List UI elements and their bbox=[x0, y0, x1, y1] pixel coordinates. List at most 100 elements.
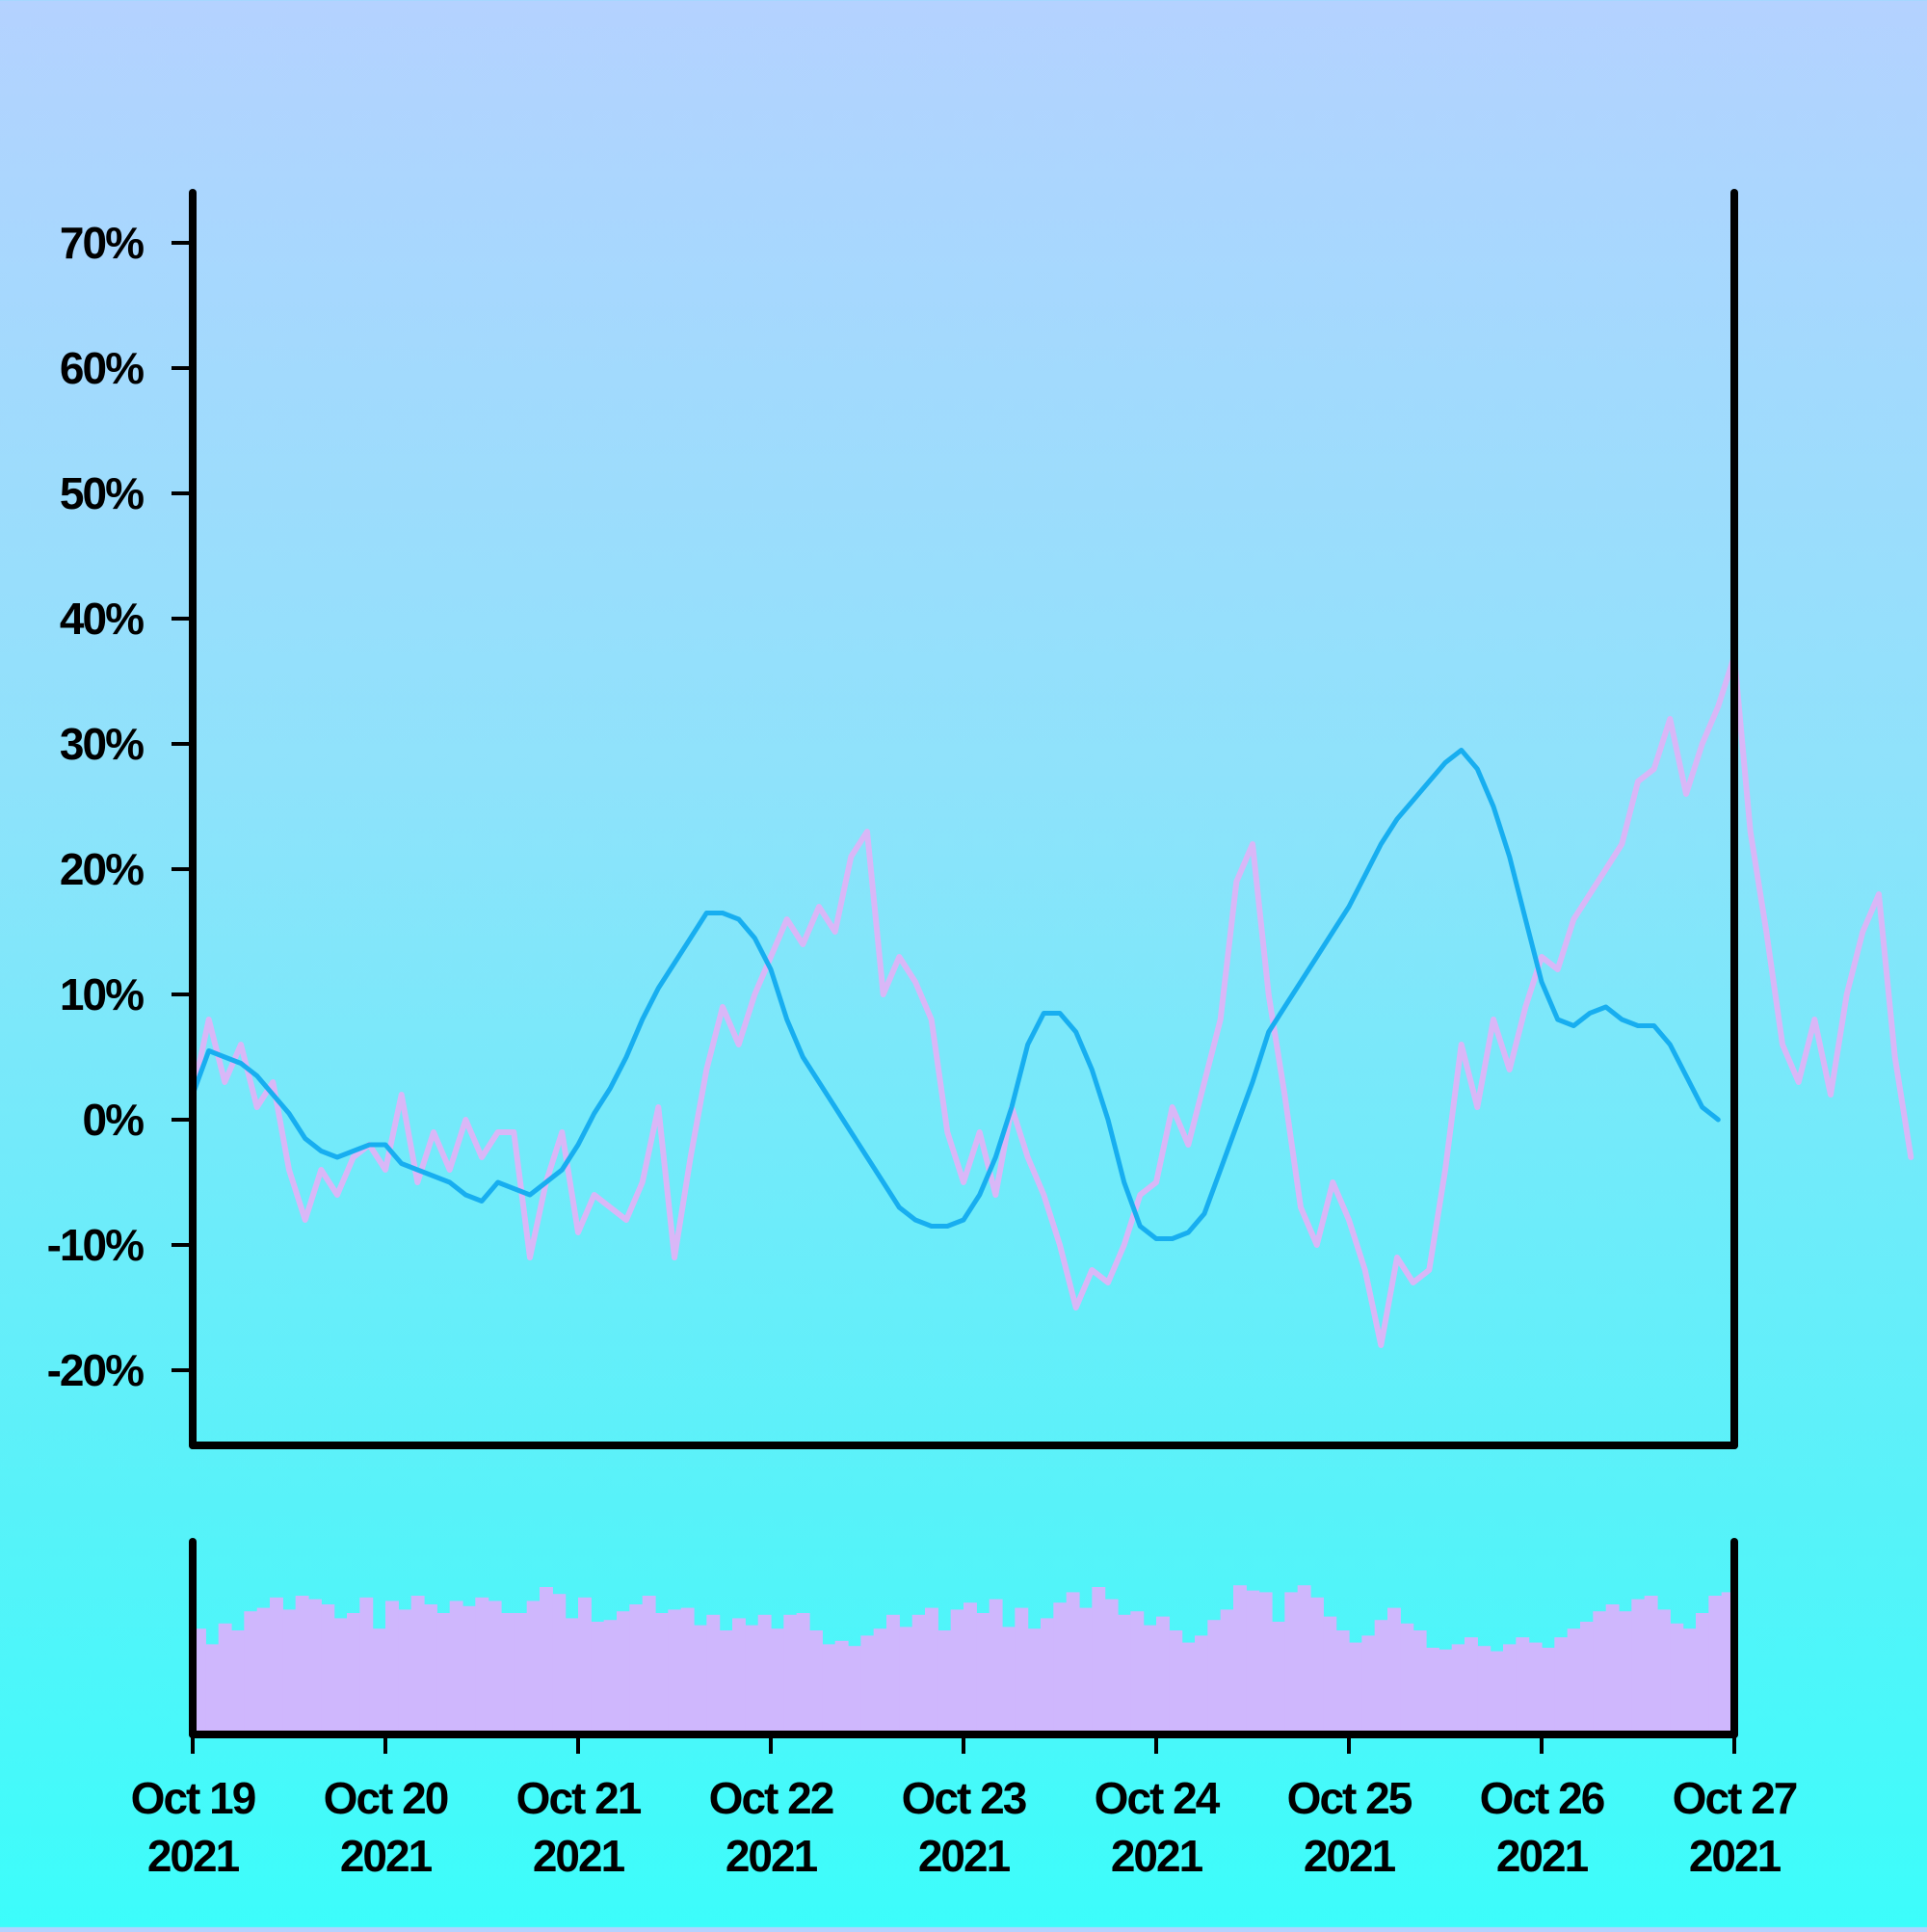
volume-bar bbox=[822, 1644, 836, 1734]
x-tick-label-year: 2021 bbox=[1111, 1831, 1203, 1881]
volume-bar bbox=[244, 1611, 258, 1734]
volume-bar bbox=[526, 1601, 541, 1734]
volume-bar bbox=[359, 1597, 374, 1734]
volume-bar bbox=[757, 1614, 772, 1734]
volume-bar bbox=[1181, 1642, 1196, 1734]
y-tick-label: 60% bbox=[60, 343, 144, 393]
x-tick-label-date: Oct 21 bbox=[516, 1773, 642, 1823]
volume-bar bbox=[218, 1623, 232, 1734]
x-tick-label-year: 2021 bbox=[918, 1831, 1011, 1881]
volume-bar bbox=[1207, 1620, 1222, 1734]
raw-series-line bbox=[190, 653, 1914, 1348]
volume-bar bbox=[385, 1601, 399, 1734]
volume-bar bbox=[964, 1602, 977, 1734]
volume-bar bbox=[706, 1614, 721, 1734]
volume-bar bbox=[282, 1609, 297, 1734]
y-tick-label: 10% bbox=[60, 969, 144, 1019]
x-tick-label-date: Oct 23 bbox=[902, 1773, 1026, 1823]
volume-bar bbox=[1631, 1599, 1646, 1734]
volume-bar bbox=[1195, 1635, 1208, 1734]
volume-bar bbox=[1104, 1599, 1119, 1734]
volume-bar bbox=[1374, 1620, 1388, 1734]
volume-bar bbox=[950, 1609, 964, 1734]
volume-bar bbox=[1542, 1648, 1555, 1734]
volume-bar bbox=[1593, 1611, 1607, 1734]
y-tick-label: 0% bbox=[83, 1095, 145, 1145]
volume-bar bbox=[540, 1587, 553, 1734]
x-tick-label-date: Oct 25 bbox=[1287, 1773, 1412, 1823]
volume-bar bbox=[1297, 1585, 1311, 1734]
y-tick-label: 70% bbox=[60, 218, 144, 268]
volume-bar bbox=[1284, 1592, 1299, 1734]
volume-bar bbox=[1258, 1592, 1273, 1734]
x-tick-label-year: 2021 bbox=[1304, 1831, 1396, 1881]
volume-bar bbox=[462, 1605, 476, 1734]
volume-bar bbox=[848, 1646, 861, 1734]
y-axis: -20% -10% 0% 10% 20% 30% 40% 50% 60% 70% bbox=[47, 218, 193, 1395]
volume-bar bbox=[1220, 1609, 1234, 1734]
volume-bar bbox=[321, 1604, 335, 1734]
volume-bar bbox=[436, 1613, 451, 1734]
volume-bar bbox=[372, 1628, 386, 1734]
volume-bar bbox=[976, 1613, 990, 1734]
volume-bar bbox=[1015, 1607, 1029, 1734]
volume-bar bbox=[1053, 1602, 1068, 1734]
y-tick-label: -10% bbox=[47, 1220, 144, 1270]
smoothed-series-line bbox=[190, 748, 1721, 1241]
volume-bar bbox=[1027, 1628, 1042, 1734]
volume-bar bbox=[603, 1620, 618, 1734]
volume-bar bbox=[410, 1596, 425, 1734]
volume-bar bbox=[1477, 1646, 1491, 1734]
volume-bar bbox=[398, 1609, 412, 1734]
volume-bar bbox=[1169, 1630, 1183, 1734]
volume-bar bbox=[1451, 1644, 1465, 1734]
volume-bar bbox=[1670, 1623, 1684, 1734]
x-tick-label-date: Oct 19 bbox=[131, 1773, 255, 1823]
y-tick-label: 30% bbox=[60, 719, 144, 769]
volume-bar bbox=[694, 1625, 707, 1734]
volume-bar bbox=[1143, 1625, 1157, 1734]
volume-bar bbox=[925, 1607, 938, 1734]
volume-bar bbox=[873, 1628, 887, 1734]
main-plot-series bbox=[190, 653, 1914, 1348]
volume-bar bbox=[1605, 1604, 1620, 1734]
x-tick-label-year: 2021 bbox=[1689, 1831, 1782, 1881]
volume-bar bbox=[514, 1613, 528, 1734]
volume-bar bbox=[1130, 1611, 1145, 1734]
volume-bar bbox=[1554, 1637, 1569, 1734]
volume-bar bbox=[732, 1618, 746, 1734]
x-tick-label-year: 2021 bbox=[533, 1831, 625, 1881]
volume-bar bbox=[1503, 1644, 1517, 1734]
volume-bar bbox=[1323, 1616, 1337, 1734]
volume-bar bbox=[1310, 1597, 1324, 1734]
volume-bar bbox=[1528, 1642, 1543, 1734]
volume-bars bbox=[193, 1585, 1735, 1734]
volume-bar bbox=[488, 1601, 502, 1734]
volume-bar bbox=[1657, 1609, 1671, 1734]
volume-bar bbox=[745, 1625, 759, 1734]
volume-bar bbox=[231, 1630, 245, 1734]
volume-bar bbox=[552, 1594, 567, 1734]
volume-bar bbox=[680, 1607, 695, 1734]
volume-bar bbox=[347, 1613, 360, 1734]
volume-bar bbox=[1118, 1614, 1131, 1734]
volume-bar bbox=[1272, 1622, 1285, 1734]
volume-bar bbox=[783, 1614, 798, 1734]
volume-bar bbox=[1516, 1637, 1530, 1734]
volume-bar bbox=[1567, 1628, 1581, 1734]
volume-bar bbox=[1465, 1637, 1478, 1734]
volume-bar bbox=[205, 1644, 220, 1734]
volume-bar bbox=[771, 1628, 784, 1734]
volume-bar bbox=[719, 1630, 733, 1734]
x-axis: Oct 19 2021 Oct 20 2021 Oct 21 2021 Oct 22 2021… bbox=[131, 1734, 1799, 1881]
volume-bar bbox=[911, 1614, 926, 1734]
x-tick-label-date: Oct 26 bbox=[1480, 1773, 1604, 1823]
volume-bar bbox=[1426, 1648, 1439, 1734]
volume-bar bbox=[1079, 1607, 1093, 1734]
volume-bar bbox=[1361, 1635, 1376, 1734]
volume-bar bbox=[809, 1630, 823, 1734]
plot-frames bbox=[189, 189, 1738, 1738]
volume-bar bbox=[270, 1597, 283, 1734]
volume-bar bbox=[1412, 1630, 1427, 1734]
